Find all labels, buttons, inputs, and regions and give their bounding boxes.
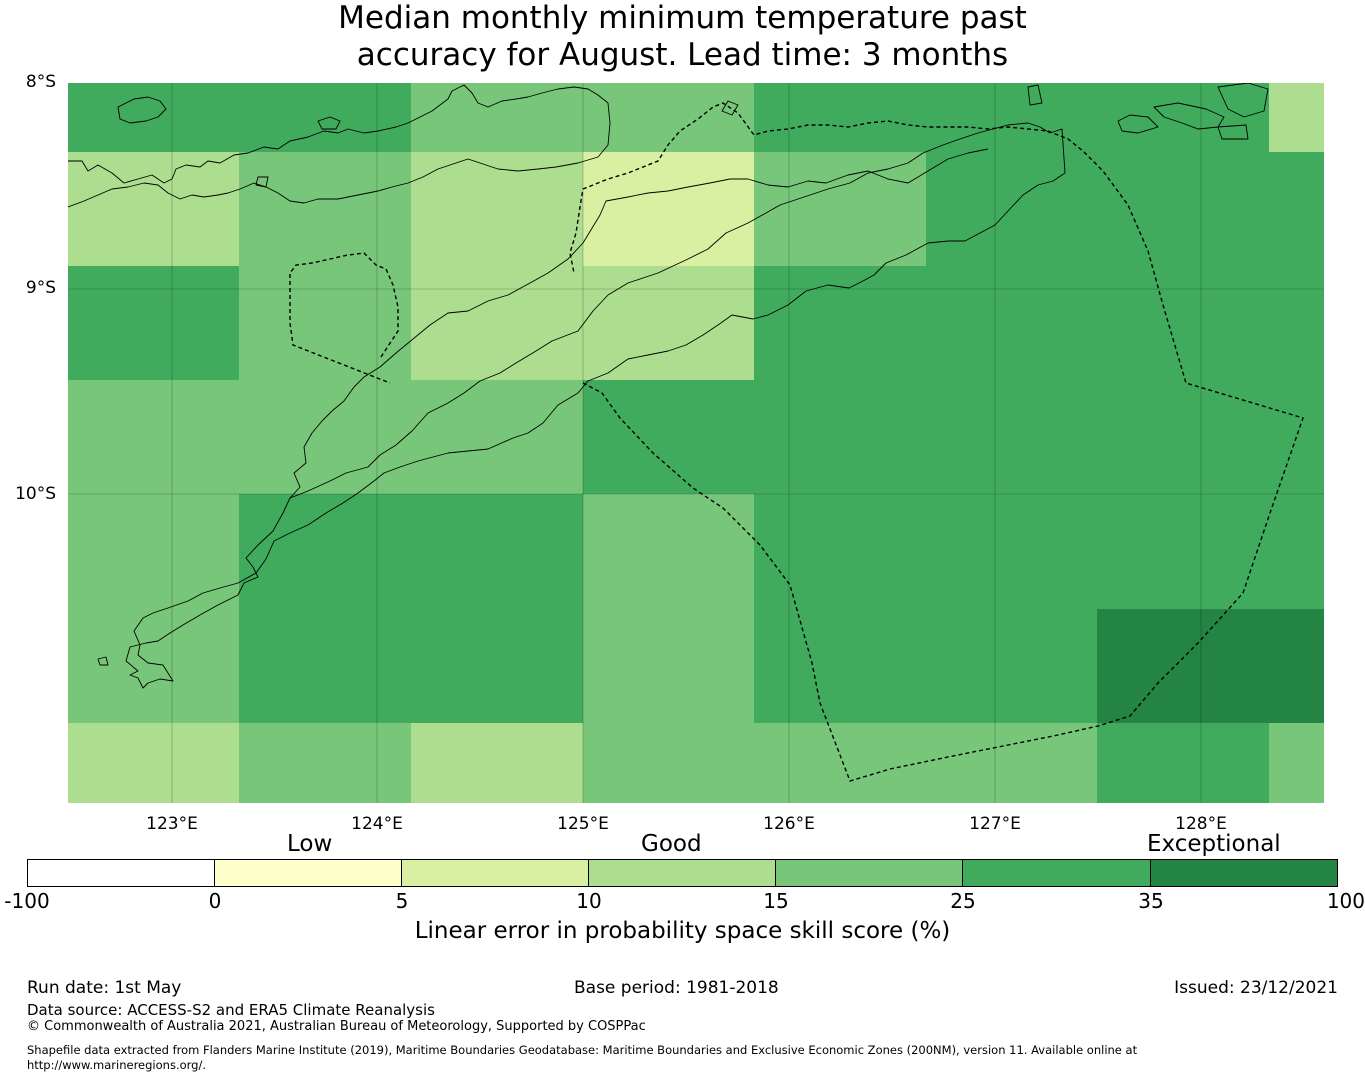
category-label-good: Good [641,831,702,857]
coastlines [68,83,1269,689]
timor-leste-eez-boundary [569,102,1304,782]
grid-cell [239,609,583,723]
colorbar-tick: 0 [208,889,222,913]
grid-cell [68,609,239,723]
base-period: Base period: 1981-2018 [574,978,779,998]
grid-cell [583,152,754,266]
grid-cell [1269,83,1324,152]
category-label-low: Low [287,831,333,857]
lon-label-126e: 126°E [763,814,815,834]
grid-cell [411,152,583,266]
grid-cell [754,609,1097,723]
lon-label-124e: 124°E [351,814,403,834]
colorbar-tick: 25 [950,889,976,913]
grid-cell [68,152,239,266]
grid-cell [754,266,1324,380]
issued-date: Issued: 23/12/2021 [1174,978,1338,998]
island-coastline [1117,114,1159,134]
maritime-boundaries [289,102,1304,782]
grid-cell [583,609,754,723]
timor-north-coast [289,148,989,499]
colorbar-segment [27,859,215,887]
colorbar-segment [962,859,1151,887]
grid-cell [411,266,754,380]
grid-cell [583,723,1097,803]
grid-cell [68,266,239,380]
colorbar-tick: 15 [763,889,789,913]
lon-label-125e: 125°E [557,814,609,834]
island-coastline [317,116,341,130]
shapefile-credit: Shapefile data extracted from Flanders M… [27,1043,1138,1057]
island-coastline [97,656,109,666]
skill-score-map [68,83,1324,803]
grid-cell [239,152,411,266]
grid-cell [754,494,1324,609]
grid-cell [239,266,411,380]
grid-cell [68,83,411,152]
colorbar-title: Linear error in probability space skill … [414,918,951,944]
colorbar-segment [588,859,776,887]
colorbar-segment [775,859,963,887]
lat-label-9s: 9°S [25,278,56,298]
title-line-1: Median monthly minimum temperature past [338,0,1027,36]
colorbar-tick: 35 [1138,889,1164,913]
skill-grid [68,83,1324,803]
title-line-2: accuracy for August. Lead time: 3 months [356,37,1009,73]
grid-cell [239,723,411,803]
data-source: Data source: ACCESS-S2 and ERA5 Climate … [27,1001,435,1019]
gridlines [68,83,1324,803]
grid-cell [68,494,239,609]
lat-label-8s: 8°S [25,72,56,92]
grid-cell [1097,609,1324,723]
island-coastline [255,176,269,188]
grid-cell [926,152,1324,266]
timor-coastline [125,122,1066,689]
grid-cell [411,723,583,803]
colorbar-segment [1150,859,1338,887]
grid-cell [754,83,1269,152]
shapefile-url: http://www.marineregions.org/. [27,1058,206,1072]
colorbar [27,859,1338,887]
island-coastline [1217,124,1249,140]
island-coastline [1027,84,1043,106]
grid-cell [68,380,583,494]
run-date: Run date: 1st May [27,978,182,998]
lon-label-127e: 127°E [969,814,1021,834]
colorbar-tick: 100 [1326,889,1365,913]
lat-label-10s: 10°S [15,484,56,504]
grid-cell [68,723,239,803]
lon-label-128e: 128°E [1175,814,1227,834]
grid-cell [754,152,926,266]
oecusse-boundary [289,252,399,384]
island-coastline [117,96,167,124]
colorbar-tick: -100 [4,889,50,913]
grid-cell [1269,723,1324,803]
grid-cell [583,494,754,609]
colorbar-tick: 10 [576,889,602,913]
chart-title: Median monthly minimum temperature past … [0,0,1365,74]
island-coastline [721,100,739,116]
flores-coastline [68,84,611,208]
grid-cell [1097,723,1269,803]
category-label-exceptional: Exceptional [1147,831,1281,857]
lon-label-123e: 123°E [146,814,198,834]
island-coastline [1217,83,1269,118]
grid-cell [411,83,754,152]
grid-cell [583,380,1324,494]
grid-cell [239,494,583,609]
colorbar-tick: 5 [395,889,409,913]
colorbar-segment [214,859,402,887]
copyright: © Commonwealth of Australia 2021, Austra… [27,1019,646,1034]
colorbar-segment [401,859,589,887]
